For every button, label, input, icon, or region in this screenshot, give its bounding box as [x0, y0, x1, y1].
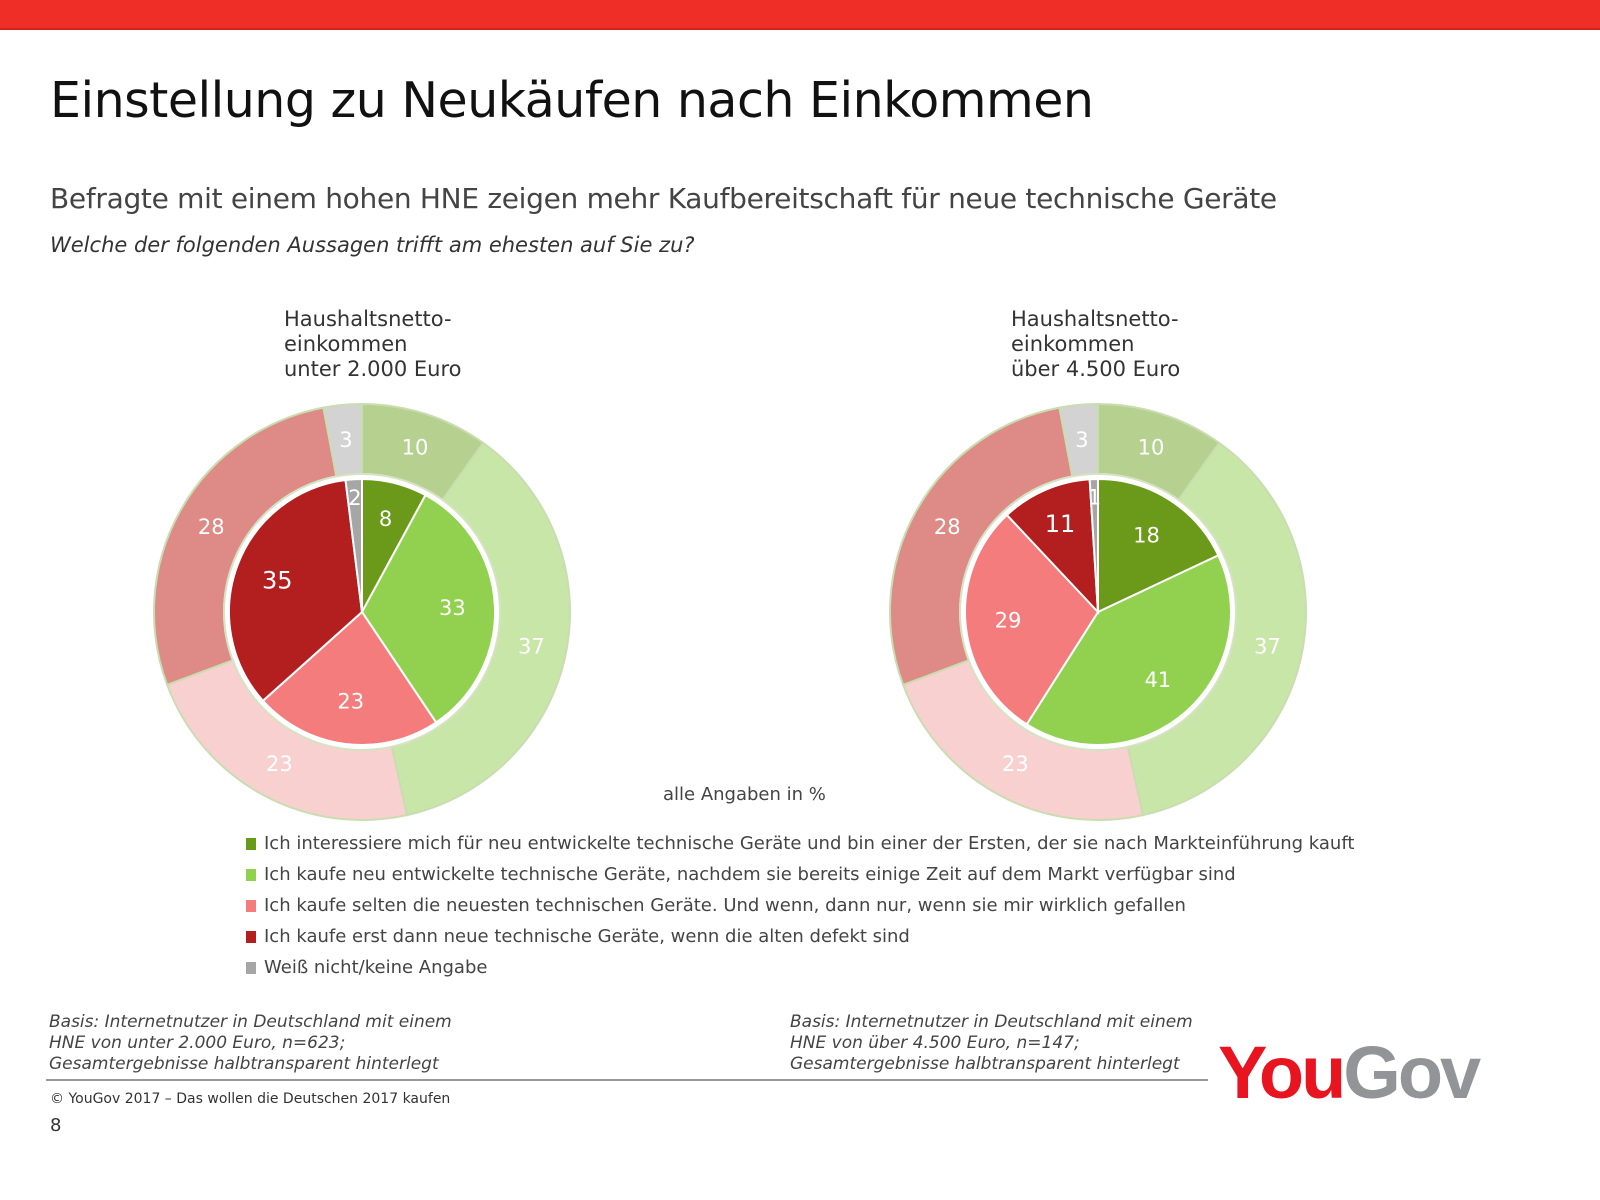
- inner-pie-slice: [1097, 477, 1220, 614]
- inner-pie-slice: [360, 493, 496, 724]
- inner-pie-label: 23: [337, 690, 364, 714]
- brand-top-bar: [0, 0, 1600, 30]
- legend-label: Ich kaufe neu entwickelte technische Ger…: [264, 864, 1236, 885]
- outer-ring-label: 23: [1002, 752, 1029, 776]
- legend-item: Ich kaufe neu entwickelte technische Ger…: [246, 859, 1354, 890]
- legend-label: Ich kaufe selten die neuesten technische…: [264, 895, 1186, 916]
- inner-pie-slice: [261, 610, 438, 746]
- outer-ring-label: 23: [266, 752, 293, 776]
- inner-pie-label: 2: [348, 486, 361, 510]
- inner-pie-slice: [1088, 477, 1099, 613]
- inner-pie-slice: [1005, 478, 1100, 615]
- legend-item: Ich kaufe erst dann neue technische Gerä…: [246, 921, 1354, 952]
- inner-pie-label: 1: [1088, 486, 1101, 510]
- basis-note-low-income: Basis: Internetnutzer in Deutschland mit…: [49, 1012, 452, 1074]
- inner-pie-label: 41: [1144, 668, 1171, 692]
- legend-label: Ich interessiere mich für neu entwickelt…: [264, 833, 1355, 854]
- logo-gov: Gov: [1343, 1031, 1481, 1114]
- outer-ring-label: 28: [198, 515, 225, 539]
- chart-legend: Ich interessiere mich für neu entwickelt…: [246, 828, 1354, 983]
- chart-title-low-income: Haushaltsnetto- einkommen unter 2.000 Eu…: [284, 307, 462, 381]
- legend-item: Ich interessiere mich für neu entwickelt…: [246, 828, 1354, 859]
- yougov-logo: YouGov: [1218, 1030, 1481, 1115]
- basis-note-high-income: Basis: Internetnutzer in Deutschland mit…: [790, 1012, 1193, 1074]
- chart-title-high-income: Haushaltsnetto- einkommen über 4.500 Eur…: [1011, 307, 1181, 381]
- inner-pie-slice: [1025, 554, 1232, 746]
- logo-you: You: [1218, 1031, 1346, 1114]
- outer-ring-label: 10: [1138, 435, 1165, 459]
- inner-pie-slice: [344, 477, 363, 613]
- page-number: 8: [50, 1115, 62, 1136]
- inner-pie-label: 8: [379, 507, 392, 531]
- outer-ring-label: 3: [1075, 428, 1088, 452]
- legend-swatch: [246, 837, 256, 850]
- legend-item: Weiß nicht/keine Angabe: [246, 952, 1354, 983]
- survey-question: Welche der folgenden Aussagen trifft am …: [50, 233, 695, 257]
- legend-swatch: [246, 899, 256, 912]
- inner-pie-label: 18: [1133, 524, 1160, 548]
- inner-pie-slice: [964, 513, 1100, 726]
- inner-pie-label: 33: [439, 596, 466, 620]
- legend-item: Ich kaufe selten die neuesten technische…: [246, 890, 1354, 921]
- copyright-note: © YouGov 2017 – Das wollen die Deutschen…: [50, 1091, 451, 1107]
- legend-label: Weiß nicht/keine Angabe: [264, 957, 488, 978]
- page-subtitle: Befragte mit einem hohen HNE zeigen mehr…: [50, 182, 1277, 215]
- inner-pie-slice: [228, 478, 364, 703]
- outer-ring-label: 37: [1254, 635, 1281, 659]
- outer-ring-label: 28: [934, 515, 961, 539]
- outer-ring-label: 3: [339, 428, 352, 452]
- outer-ring-label: 10: [402, 435, 429, 459]
- page-title: Einstellung zu Neukäufen nach Einkommen: [50, 72, 1094, 129]
- legend-swatch: [246, 930, 256, 943]
- outer-ring-label: 37: [518, 635, 545, 659]
- legend-swatch: [246, 961, 256, 974]
- units-note: alle Angaben in %: [663, 784, 826, 805]
- inner-pie-label: 11: [1045, 510, 1076, 538]
- footer-divider: [46, 1079, 1208, 1081]
- inner-pie-label: 29: [995, 609, 1022, 633]
- legend-label: Ich kaufe erst dann neue technische Gerä…: [264, 926, 910, 947]
- inner-pie-label: 35: [262, 566, 293, 594]
- legend-swatch: [246, 868, 256, 881]
